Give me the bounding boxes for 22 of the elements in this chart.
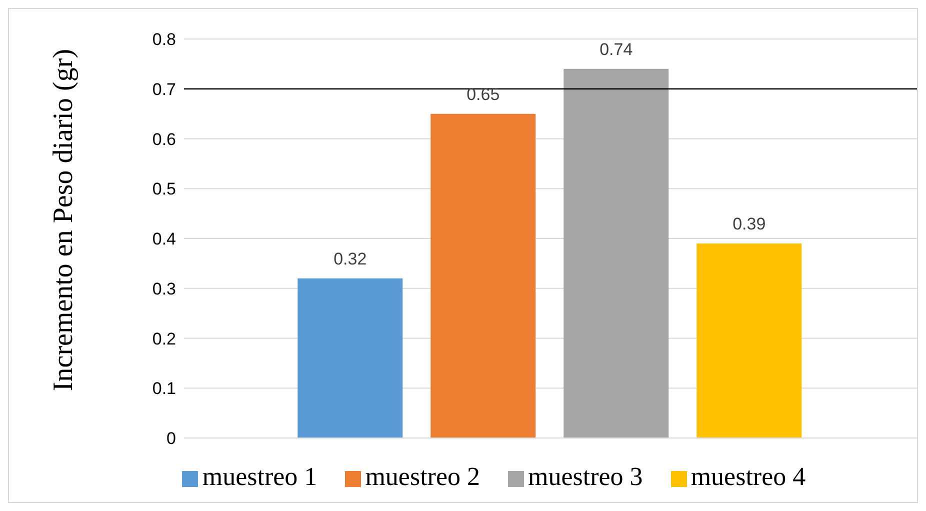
legend-label: muestreo 2 <box>365 462 480 491</box>
legend-label: muestreo 3 <box>528 462 643 491</box>
y-axis-title: Incremento en Peso diario (gr) <box>48 48 79 392</box>
bar <box>696 243 802 438</box>
y-tick-label: 0.3 <box>152 279 176 298</box>
data-label: 0.32 <box>334 249 367 268</box>
y-tick-label: 0.2 <box>152 329 176 348</box>
y-tick-label: 0.6 <box>152 130 176 149</box>
y-tick-label: 0 <box>166 429 176 448</box>
data-label: 0.39 <box>732 214 766 234</box>
legend-label: muestreo 1 <box>202 462 318 491</box>
y-tick-label: 0.7 <box>152 80 176 99</box>
data-label: 0.65 <box>466 84 500 104</box>
y-tick-label: 0.5 <box>152 180 176 199</box>
y-tick-label: 0.4 <box>152 230 176 249</box>
bar <box>564 68 669 438</box>
bar <box>430 114 536 438</box>
bar <box>298 278 403 438</box>
data-label: 0.74 <box>600 40 633 59</box>
y-tick-label: 0.8 <box>152 30 176 50</box>
legend-label: muestreo 4 <box>690 462 806 491</box>
y-tick-label: 0.1 <box>152 379 176 398</box>
